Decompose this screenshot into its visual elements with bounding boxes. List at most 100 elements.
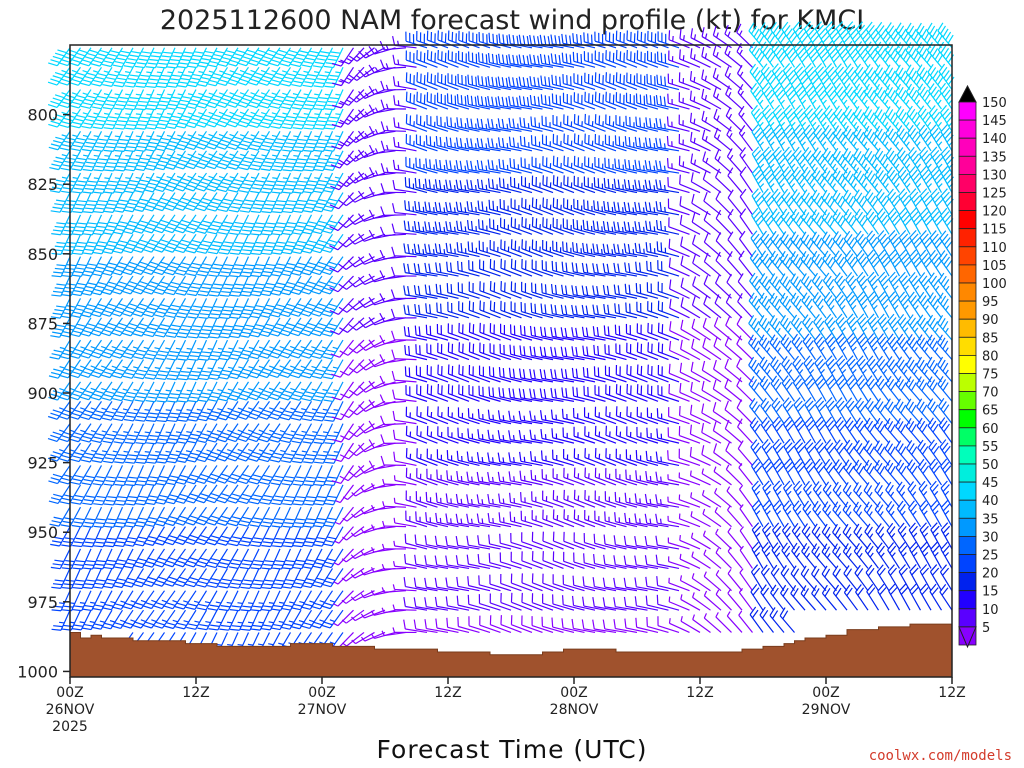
wind-barb <box>69 442 92 463</box>
wind-barb <box>156 47 176 69</box>
wind-barb <box>249 150 271 171</box>
wind-barb <box>874 106 890 132</box>
wind-barb <box>312 526 334 547</box>
wind-barb <box>134 47 155 69</box>
wind-barb <box>864 397 879 424</box>
wind-barb <box>391 330 417 341</box>
wind-barb <box>227 526 250 547</box>
wind-barb <box>72 172 92 194</box>
wind-barb <box>291 89 313 110</box>
wind-barb <box>174 233 197 254</box>
wind-barb <box>886 522 900 550</box>
wind-barb <box>666 116 690 132</box>
wind-barb <box>114 442 134 464</box>
wind-barb <box>59 130 82 151</box>
wind-barb <box>134 506 155 528</box>
wind-barb <box>197 47 218 68</box>
wind-barb <box>842 147 858 174</box>
wind-barb <box>144 339 166 360</box>
colorbar-label: 150 <box>982 96 1007 111</box>
wind-barb <box>771 397 785 424</box>
wind-barb <box>60 150 82 171</box>
wind-barb <box>884 83 900 110</box>
wind-barb <box>123 526 145 547</box>
wind-barb <box>61 275 82 297</box>
wind-barb <box>195 192 218 212</box>
wind-barb <box>801 189 816 216</box>
wind-barb <box>142 298 165 318</box>
wind-barb <box>895 440 911 466</box>
wind-barb <box>843 105 858 132</box>
wind-barb <box>289 359 312 379</box>
wind-barb <box>208 256 229 277</box>
wind-barb <box>908 522 922 550</box>
wind-barb <box>793 62 809 90</box>
wind-barb <box>146 423 166 445</box>
wind-barb <box>165 317 187 338</box>
wind-barb <box>261 172 281 194</box>
wind-barb <box>290 401 313 421</box>
wind-barb <box>312 172 334 194</box>
wind-barb <box>811 189 827 216</box>
wind-barb <box>62 590 82 612</box>
wind-barb <box>281 568 302 589</box>
wind-barb <box>236 442 260 462</box>
wind-barb <box>113 548 134 569</box>
wind-barb <box>811 565 827 592</box>
wind-barb <box>250 214 271 236</box>
wind-barb <box>321 548 344 569</box>
colorbar-swatch <box>958 137 977 157</box>
wind-barb <box>874 481 890 508</box>
wind-barb <box>771 188 785 216</box>
wind-barb <box>866 355 880 383</box>
wind-barb <box>391 349 417 361</box>
wind-barb <box>143 317 166 338</box>
wind-barb <box>250 275 271 297</box>
wind-barb <box>50 548 71 570</box>
wind-barb <box>895 398 911 425</box>
wind-barb <box>939 230 953 257</box>
wind-barb <box>177 47 197 69</box>
wind-barb <box>303 150 323 172</box>
wind-barb <box>229 590 250 612</box>
wind-barb <box>49 506 71 527</box>
wind-barb <box>248 108 271 129</box>
wind-barb <box>780 231 795 257</box>
wind-barb <box>219 609 239 631</box>
wind-barb <box>59 484 82 505</box>
wind-barb <box>898 564 911 591</box>
wind-barb <box>132 317 155 337</box>
wind-barb <box>145 401 166 422</box>
wind-barb <box>239 548 260 570</box>
wind-barb <box>184 214 207 234</box>
wind-barb <box>229 214 250 236</box>
wind-barb <box>133 359 155 380</box>
wind-barb <box>217 548 239 569</box>
wind-barb <box>779 607 795 633</box>
wind-barb <box>281 465 302 486</box>
wind-barb <box>760 230 774 257</box>
wind-barb <box>103 465 124 486</box>
wind-barb <box>186 609 208 630</box>
wind-barb <box>71 275 92 297</box>
wind-barb <box>760 564 775 592</box>
wind-barb <box>313 131 334 152</box>
wind-barb <box>678 114 701 132</box>
wind-barb <box>124 442 145 464</box>
wind-barb <box>291 214 313 235</box>
wind-barb <box>114 484 134 506</box>
wind-barb <box>937 22 954 49</box>
wind-barb <box>272 548 292 570</box>
wind-barb <box>177 381 197 403</box>
wind-barb <box>393 451 417 466</box>
wind-barb <box>51 568 71 589</box>
wind-barb <box>155 108 176 130</box>
wind-barb <box>92 214 113 236</box>
wind-barb <box>715 232 732 258</box>
wind-barb <box>906 105 921 132</box>
colorbar-label: 110 <box>982 241 1007 256</box>
wind-barb <box>715 190 732 216</box>
wind-barb <box>856 355 869 383</box>
wind-barb <box>50 526 71 547</box>
colorbar-label: 15 <box>982 585 999 600</box>
